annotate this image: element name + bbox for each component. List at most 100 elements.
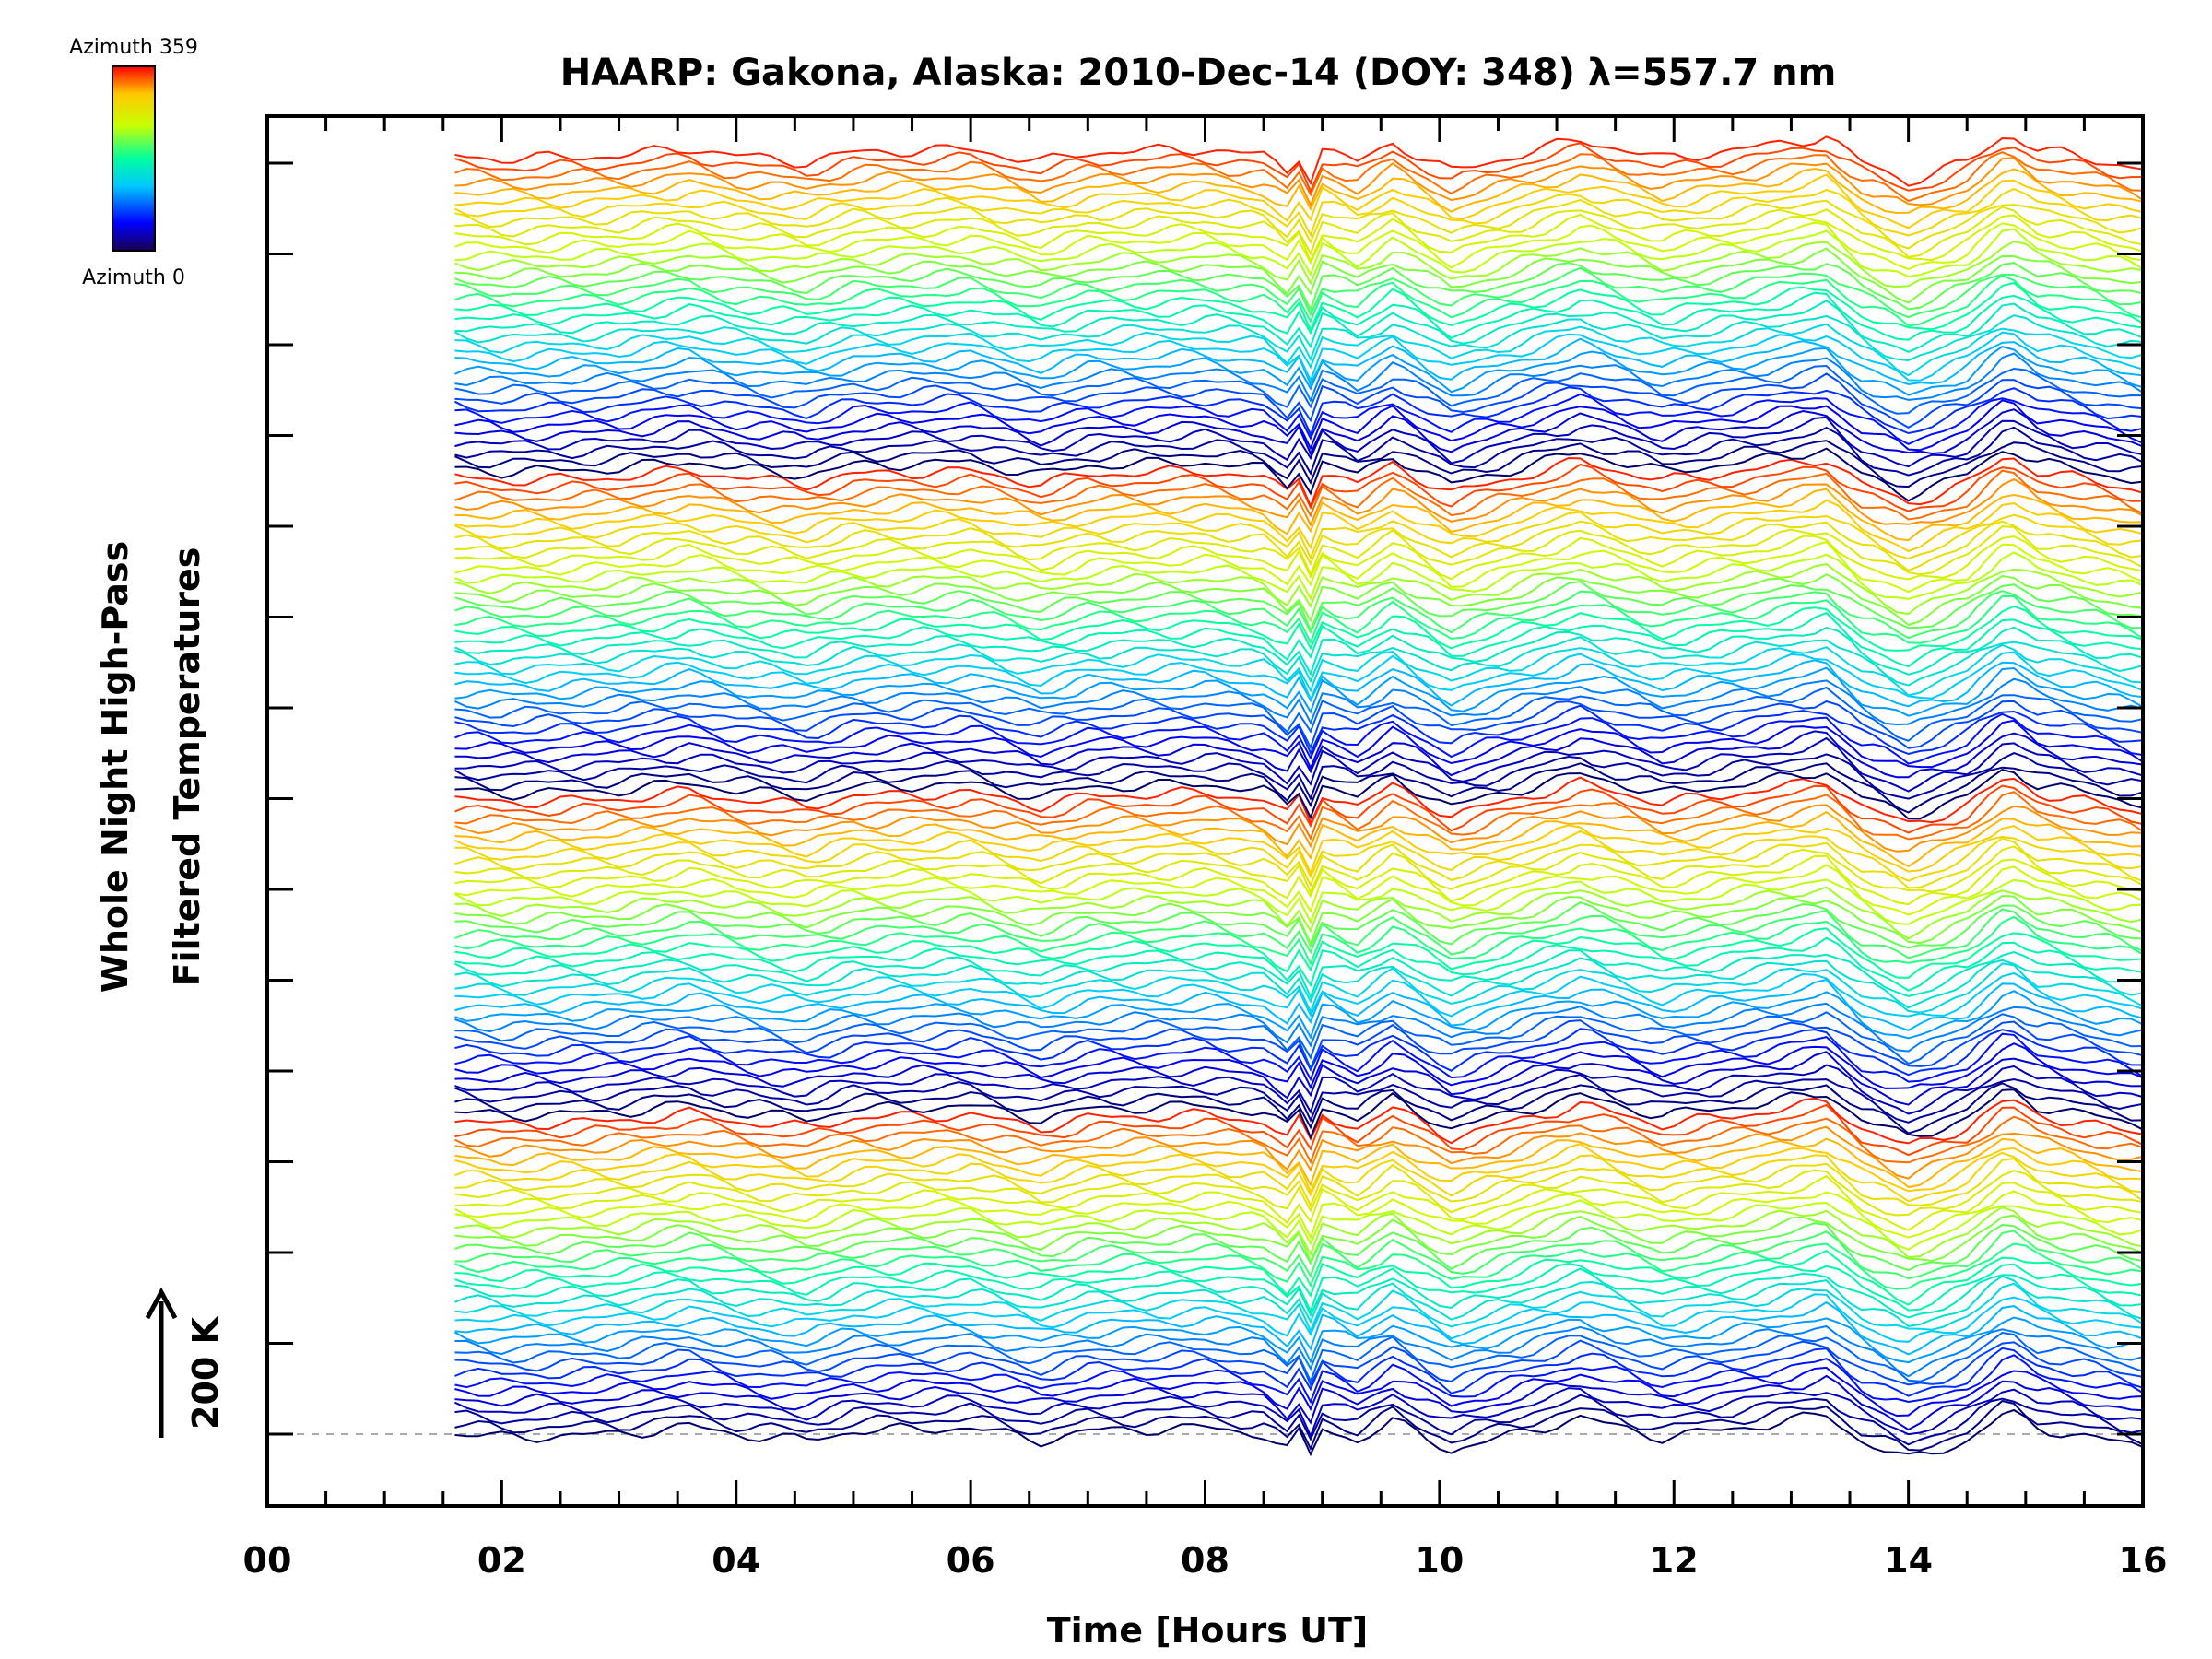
y-axis-label-line1: Whole Night High-Pass [95, 541, 135, 993]
series-line [454, 651, 2144, 702]
series-line [454, 540, 2144, 594]
series-line [454, 1199, 2144, 1251]
series-line [454, 1019, 2144, 1072]
series-line [454, 1042, 2144, 1090]
colorbar-bottom-label: Azimuth 0 [82, 266, 185, 289]
y-axis-label-line2: Filtered Temperatures [167, 547, 207, 987]
series-line [454, 206, 2144, 258]
series-line [454, 469, 2144, 521]
series-line [454, 605, 2144, 652]
series-line [454, 511, 2144, 560]
series-line [454, 187, 2144, 238]
series-line [454, 936, 2144, 992]
series-line [454, 1097, 2144, 1145]
series-line [454, 1169, 2144, 1217]
series-line [454, 291, 2144, 341]
series-line [454, 525, 2144, 577]
series-line [454, 1137, 2144, 1189]
series-line [454, 1242, 2144, 1290]
series-line [454, 440, 2144, 488]
x-tick-label: 04 [712, 1540, 760, 1581]
series-line [454, 364, 2144, 415]
x-tick-label: 06 [947, 1540, 995, 1581]
series-line [454, 1190, 2144, 1241]
series-line [454, 1230, 2144, 1280]
series-line [454, 1064, 2144, 1115]
series-line [454, 957, 2144, 1009]
series-line [454, 274, 2144, 327]
series-line [454, 488, 2144, 542]
series-line [454, 1082, 2144, 1135]
x-tick-label: 14 [1884, 1540, 1933, 1581]
series-line [454, 1032, 2144, 1083]
series-line [454, 830, 2144, 882]
series-line [454, 266, 2144, 319]
series-line [454, 247, 2144, 304]
series-line [454, 535, 2144, 581]
scale-bar: 200 K [145, 1287, 226, 1438]
series-line [454, 300, 2144, 353]
series-line [454, 1103, 2144, 1157]
series-line [454, 426, 2144, 477]
series-line [454, 1115, 2144, 1165]
series-line [454, 810, 2144, 868]
series-line [454, 719, 2144, 771]
series-line [454, 167, 2144, 215]
series-line [454, 784, 2144, 834]
series-line [454, 971, 2144, 1018]
series-line [454, 580, 2144, 633]
series-line [454, 1275, 2144, 1327]
series-line [454, 864, 2144, 916]
series-line [454, 1249, 2144, 1306]
series-line [454, 499, 2144, 553]
series-line [454, 626, 2144, 677]
series-line [454, 700, 2144, 750]
series-line [454, 520, 2144, 572]
series-line [454, 1088, 2144, 1140]
series-line [454, 1324, 2144, 1378]
series-line [454, 636, 2144, 687]
series-line [454, 730, 2144, 779]
x-tick-label: 08 [1181, 1540, 1230, 1581]
series-line [454, 551, 2144, 602]
series-line [454, 352, 2144, 403]
series-line [454, 594, 2144, 645]
series-line [454, 323, 2144, 377]
series-line [454, 824, 2144, 876]
series-line [454, 686, 2144, 742]
series-line [454, 736, 2144, 793]
series-line [454, 1175, 2144, 1231]
series-line [454, 1387, 2144, 1439]
series-line [454, 399, 2144, 452]
series-line [454, 1267, 2144, 1319]
series-line [454, 573, 2144, 627]
series-line [454, 198, 2144, 250]
scale-bar-arrowhead [145, 1287, 178, 1320]
series-line [454, 962, 2144, 1015]
series-line [454, 1073, 2144, 1124]
series-line [454, 142, 2144, 194]
series-line [454, 804, 2144, 853]
series-line [454, 151, 2144, 203]
x-tick-label: 00 [243, 1540, 292, 1581]
series-line [454, 1222, 2144, 1272]
series-line [454, 1002, 2144, 1053]
series-line [454, 886, 2144, 940]
series-line [454, 1206, 2144, 1259]
series-line [454, 752, 2144, 801]
series-line [454, 1051, 2144, 1106]
colorbar [112, 65, 156, 252]
series-line [454, 314, 2144, 362]
series-line [454, 346, 2144, 396]
series-line [454, 221, 2144, 271]
series-line [454, 762, 2144, 814]
series-line [454, 386, 2144, 437]
series-line [454, 643, 2144, 697]
series-line [454, 135, 2144, 187]
series-line [454, 281, 2144, 333]
series-line [454, 1394, 2144, 1446]
series-line [454, 456, 2144, 509]
series-line [454, 1125, 2144, 1180]
series-line [454, 1374, 2144, 1431]
series-line [454, 915, 2144, 966]
